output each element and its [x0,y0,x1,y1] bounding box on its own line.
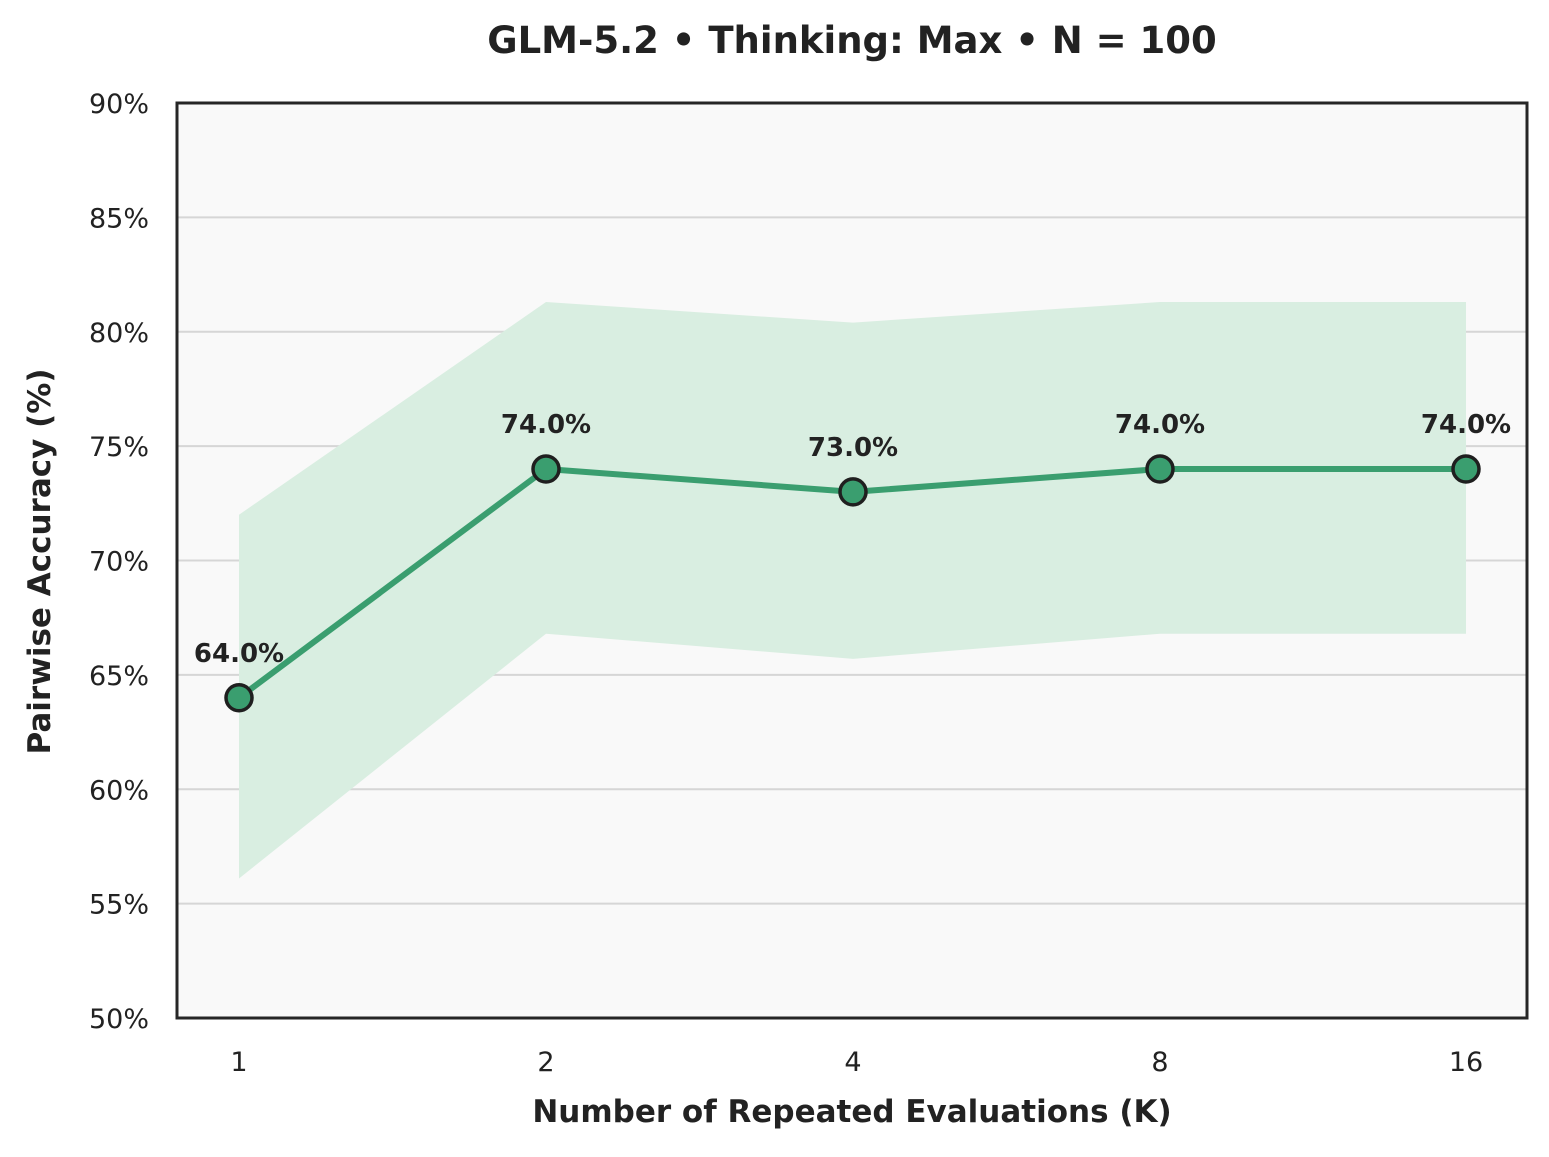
y-tick-label: 70% [89,547,149,578]
x-tick-label: 4 [844,1047,861,1078]
x-tick-label: 1 [230,1047,247,1078]
data-point [531,454,561,484]
data-label: 64.0% [194,639,284,669]
data-point [1451,454,1481,484]
plot-frame [175,101,1529,1020]
y-tick-label: 55% [89,890,149,921]
data-label: 73.0% [808,433,898,463]
data-point [838,477,868,507]
y-tick-label: 75% [89,432,149,463]
x-axis-ticks: 1 2 4 8 16 [230,1047,1483,1078]
x-axis-label: Number of Repeated Evaluations (K) [532,1094,1171,1130]
y-tick-label: 65% [89,661,149,692]
data-label: 74.0% [501,410,591,440]
y-tick-label: 85% [89,203,149,234]
y-tick-label: 80% [89,318,149,349]
y-tick-label: 60% [89,775,149,806]
y-tick-label: 90% [89,89,149,120]
confidence-band [239,302,1466,879]
y-axis-label: Pairwise Accuracy (%) [22,368,58,754]
y-axis-ticks: 50% 55% 60% 65% 70% 75% 80% 85% 90% [89,89,149,1035]
data-markers [224,454,1481,713]
x-tick-label: 16 [1449,1047,1483,1078]
x-tick-label: 2 [537,1047,554,1078]
data-point [224,683,254,713]
data-label: 74.0% [1421,410,1511,440]
data-label: 74.0% [1115,410,1205,440]
data-point [1145,454,1175,484]
x-tick-label: 8 [1151,1047,1168,1078]
chart-title: GLM-5.2 • Thinking: Max • N = 100 [487,19,1217,62]
data-labels: 64.0% 74.0% 73.0% 74.0% 74.0% [194,410,1511,669]
y-tick-label: 50% [89,1004,149,1035]
